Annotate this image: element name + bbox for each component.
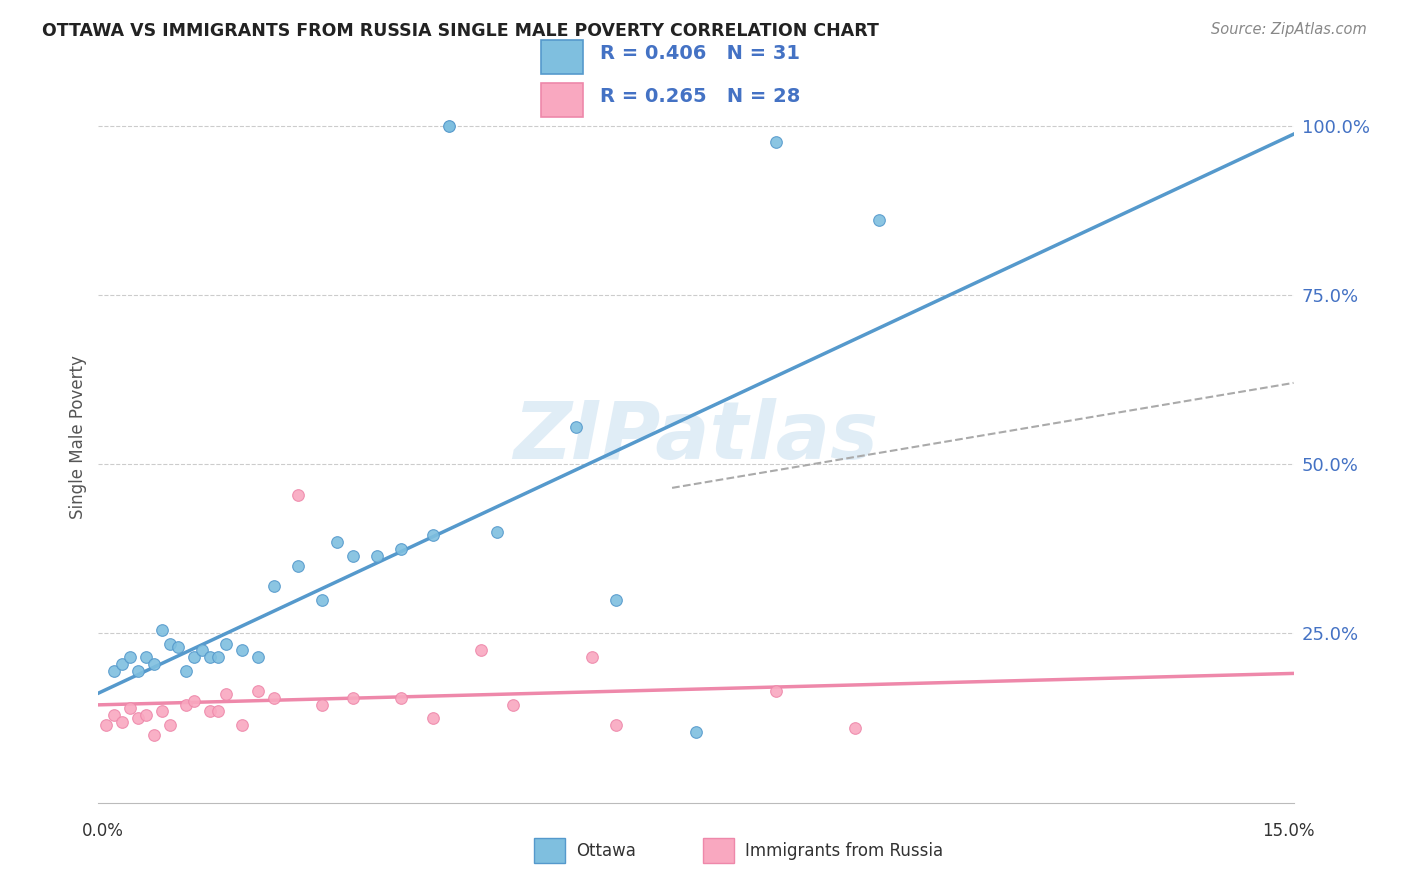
Point — [311, 592, 333, 607]
Point — [143, 728, 166, 742]
Point — [470, 643, 492, 657]
Point — [96, 718, 118, 732]
Point — [150, 705, 173, 719]
Point — [127, 711, 149, 725]
Point — [342, 690, 364, 705]
Point — [103, 664, 125, 678]
Point — [844, 721, 866, 735]
Point — [135, 707, 157, 722]
Point — [389, 541, 412, 556]
Point — [159, 718, 181, 732]
Text: R = 0.406   N = 31: R = 0.406 N = 31 — [600, 44, 800, 62]
Text: 15.0%: 15.0% — [1263, 822, 1315, 840]
Point — [287, 488, 309, 502]
Point — [207, 650, 229, 665]
Point — [198, 705, 221, 719]
Point — [389, 690, 412, 705]
Text: ZIPatlas: ZIPatlas — [513, 398, 879, 476]
Point — [198, 650, 221, 665]
Point — [183, 694, 205, 708]
Point — [120, 701, 142, 715]
Point — [215, 637, 238, 651]
Point — [191, 643, 214, 657]
Point — [263, 579, 285, 593]
Point — [326, 535, 349, 549]
Point — [167, 640, 190, 654]
Point — [207, 705, 229, 719]
Point — [366, 549, 388, 563]
Text: OTTAWA VS IMMIGRANTS FROM RUSSIA SINGLE MALE POVERTY CORRELATION CHART: OTTAWA VS IMMIGRANTS FROM RUSSIA SINGLE … — [42, 22, 879, 40]
Point — [111, 714, 134, 729]
Point — [174, 664, 197, 678]
Point — [581, 650, 603, 665]
Point — [143, 657, 166, 671]
Point — [231, 643, 253, 657]
Text: R = 0.265   N = 28: R = 0.265 N = 28 — [600, 87, 801, 105]
Point — [174, 698, 197, 712]
Point — [422, 711, 444, 725]
Point — [422, 528, 444, 542]
Point — [287, 558, 309, 573]
Point — [342, 549, 364, 563]
Point — [120, 650, 142, 665]
Point — [565, 420, 588, 434]
Point — [159, 637, 181, 651]
Point — [685, 724, 707, 739]
Text: Source: ZipAtlas.com: Source: ZipAtlas.com — [1211, 22, 1367, 37]
Point — [868, 213, 890, 227]
Point — [263, 690, 285, 705]
Point — [765, 684, 787, 698]
Point — [246, 650, 269, 665]
Text: Immigrants from Russia: Immigrants from Russia — [745, 842, 943, 860]
Point — [311, 698, 333, 712]
Point — [111, 657, 134, 671]
Point — [183, 650, 205, 665]
Point — [231, 718, 253, 732]
Y-axis label: Single Male Poverty: Single Male Poverty — [69, 355, 87, 519]
Point — [437, 119, 460, 133]
Point — [127, 664, 149, 678]
Point — [135, 650, 157, 665]
Point — [605, 718, 627, 732]
Point — [605, 592, 627, 607]
Point — [103, 707, 125, 722]
Point — [246, 684, 269, 698]
Point — [765, 136, 787, 150]
Text: Ottawa: Ottawa — [576, 842, 637, 860]
Point — [485, 524, 508, 539]
Point — [150, 623, 173, 637]
Point — [215, 688, 238, 702]
Point — [502, 698, 524, 712]
Text: 0.0%: 0.0% — [82, 822, 124, 840]
